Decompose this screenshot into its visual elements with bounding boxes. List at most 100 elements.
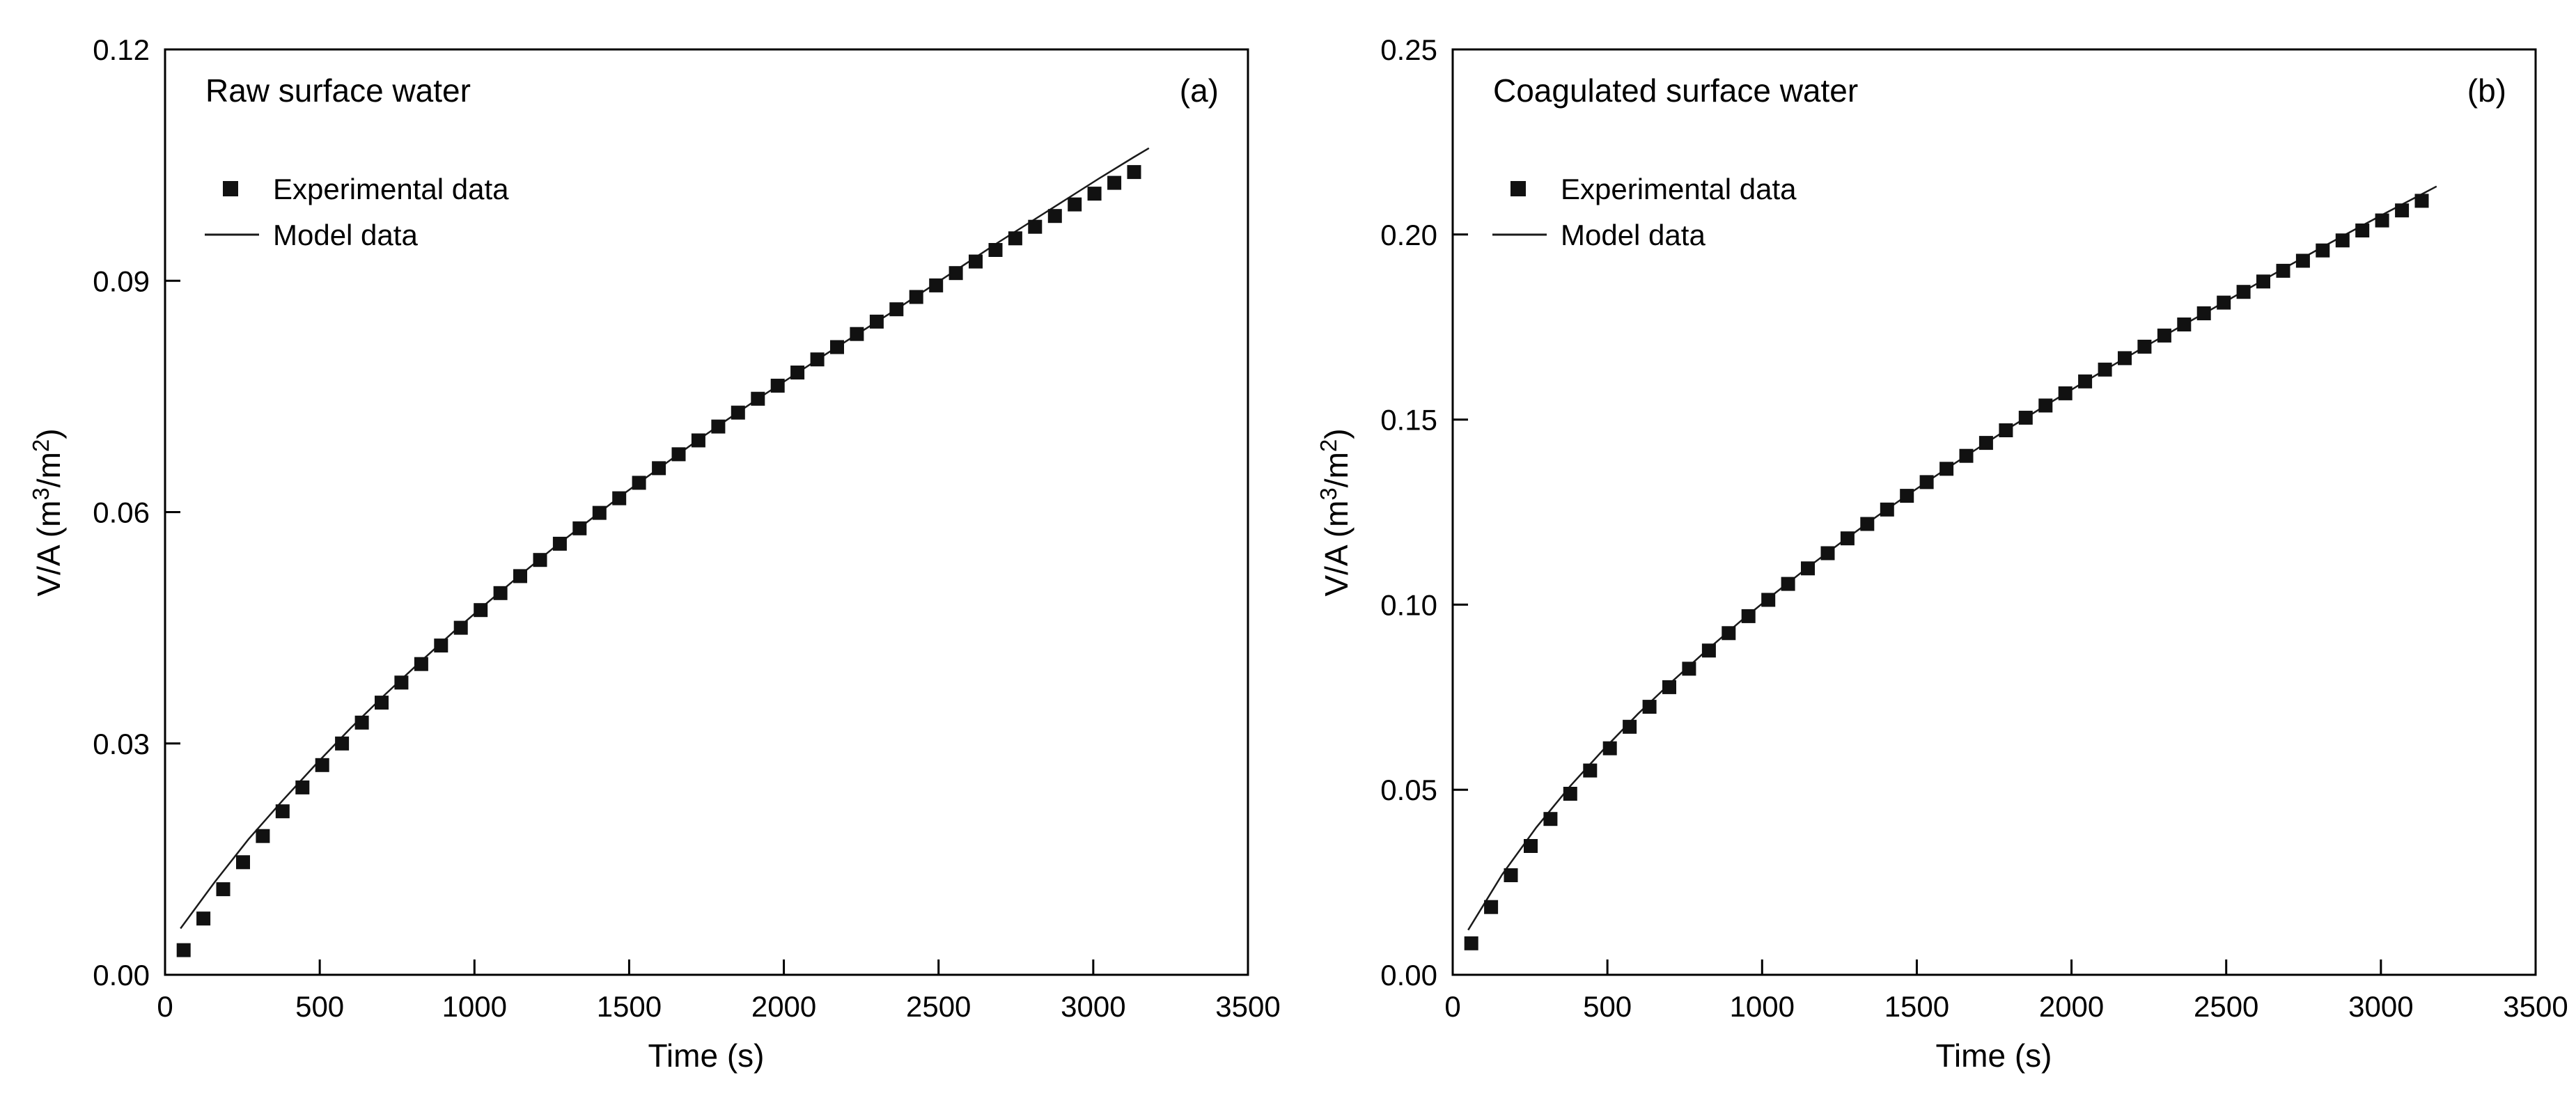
data-point-marker [2236, 285, 2251, 299]
data-point-marker [1047, 209, 1062, 224]
x-tick-label: 3000 [1061, 990, 1125, 1023]
data-point-marker [216, 882, 231, 897]
legend-label-model: Model data [273, 219, 418, 251]
data-point-marker [1761, 593, 1776, 607]
plot-area-a: 0 500 1000 1500 2000 2500 3000 3500 0.00 0.03 0.06… [93, 33, 1280, 1023]
x-tick-label: 3500 [2503, 990, 2568, 1023]
x-tick-label: 3500 [1215, 990, 1280, 1023]
y-axis-label: V/A (m3/m2) [1316, 428, 1355, 596]
x-tick-label: 1500 [1884, 990, 1949, 1023]
data-point-marker [612, 491, 627, 506]
data-point-marker [949, 266, 963, 281]
data-point-marker [1722, 626, 1736, 641]
y-axis-label-text: V/A (m [31, 501, 67, 597]
legend: Experimental data Model data [1492, 173, 1797, 251]
data-point-marker [533, 553, 547, 567]
y-axis-label-superscript: 3 [1316, 487, 1341, 500]
data-point-marker [196, 911, 211, 926]
data-point-marker [1068, 197, 1082, 212]
y-axis-label: V/A (m3/m2) [28, 428, 67, 596]
y-axis-label-text: ) [31, 428, 67, 439]
y-tick-label: 0.03 [93, 728, 150, 760]
data-point-marker [1781, 577, 1795, 591]
data-point-marker [1583, 763, 1598, 778]
data-point-marker [2196, 306, 2211, 320]
data-point-marker [354, 715, 369, 730]
data-point-marker [1524, 839, 1538, 853]
data-point-marker [1642, 700, 1657, 714]
x-tick-label: 2500 [906, 990, 971, 1023]
data-point-marker [652, 461, 666, 476]
x-tick-label: 500 [295, 990, 344, 1023]
data-point-marker [1999, 423, 2013, 437]
data-point-marker [2375, 213, 2389, 228]
data-point-marker [176, 943, 191, 957]
chart-title: Coagulated surface water [1493, 72, 1858, 109]
data-point-marker [751, 391, 765, 406]
data-point-marker [2098, 362, 2112, 377]
x-tick-label: 2000 [751, 990, 816, 1023]
x-tick-label: 3000 [2348, 990, 2413, 1023]
y-axis-label-text: V/A (m [1318, 501, 1355, 597]
data-point-marker [1978, 436, 1993, 450]
data-point-marker [1741, 609, 1756, 623]
data-point-marker [1860, 517, 1875, 531]
x-axis-label: Time (s) [648, 1037, 765, 1074]
data-point-marker [1820, 546, 1835, 561]
data-point-marker [1008, 231, 1022, 246]
y-tick-label: 0.00 [1380, 959, 1437, 992]
data-point-marker [315, 758, 329, 772]
data-point-marker [1602, 741, 1617, 755]
data-point-marker [2217, 295, 2231, 310]
data-point-marker [869, 314, 884, 329]
data-point-marker [1504, 868, 1518, 882]
data-point-marker [830, 340, 844, 354]
data-point-marker [1840, 531, 1855, 546]
data-point-marker [1939, 462, 1954, 476]
data-point-marker [493, 586, 508, 600]
data-point-marker [335, 736, 350, 751]
data-point-marker [1563, 787, 1577, 801]
data-point-marker [1701, 643, 1716, 658]
data-point-marker [572, 521, 587, 535]
y-axis-label-text: /m [31, 452, 67, 487]
data-point-marker [275, 804, 290, 819]
y-axis-label-superscript: 3 [28, 487, 54, 500]
x-tick-label: 1000 [442, 990, 507, 1023]
data-point-marker [2018, 410, 2033, 425]
y-tick-label: 0.00 [93, 959, 150, 992]
y-axis-label-superscript: 2 [1316, 439, 1341, 452]
data-point-marker [295, 780, 310, 794]
data-point-marker [2038, 398, 2053, 413]
data-point-marker [2335, 233, 2350, 248]
data-point-marker [632, 476, 646, 490]
legend-marker-square [1511, 181, 1526, 196]
y-tick-label: 0.25 [1380, 33, 1437, 66]
data-point-marker [453, 620, 468, 635]
x-axis-label: Time (s) [1936, 1037, 2052, 1074]
data-point-marker [671, 447, 686, 462]
data-point-marker [2395, 203, 2410, 218]
chart-panel-a: 0 500 1000 1500 2000 2500 3000 3500 0.00 0.03 0.06… [28, 33, 1281, 1074]
data-point-marker [691, 433, 705, 448]
data-point-marker [889, 302, 904, 317]
data-point-marker [1801, 561, 1815, 576]
x-tick-label: 0 [157, 990, 173, 1023]
data-point-marker [2058, 386, 2072, 400]
legend-marker-square [223, 181, 238, 196]
legend-label-experimental: Experimental data [273, 173, 509, 205]
data-point-marker [1682, 661, 1696, 676]
model-line [180, 147, 1150, 930]
data-point-marker [2316, 243, 2330, 258]
data-point-marker [1543, 812, 1558, 826]
data-point-marker [2137, 339, 2152, 354]
data-point-marker [1959, 448, 1974, 463]
panel-label: (a) [1180, 72, 1219, 109]
x-tick-label: 2500 [2194, 990, 2258, 1023]
panel-label: (b) [2467, 72, 2506, 109]
data-point-marker [1464, 936, 1478, 950]
chart-a-canvas: 0 500 1000 1500 2000 2500 3000 3500 0.00 0.03 0.06… [28, 33, 1281, 1074]
data-point-marker [2256, 274, 2270, 289]
y-tick-label: 0.12 [93, 33, 150, 66]
